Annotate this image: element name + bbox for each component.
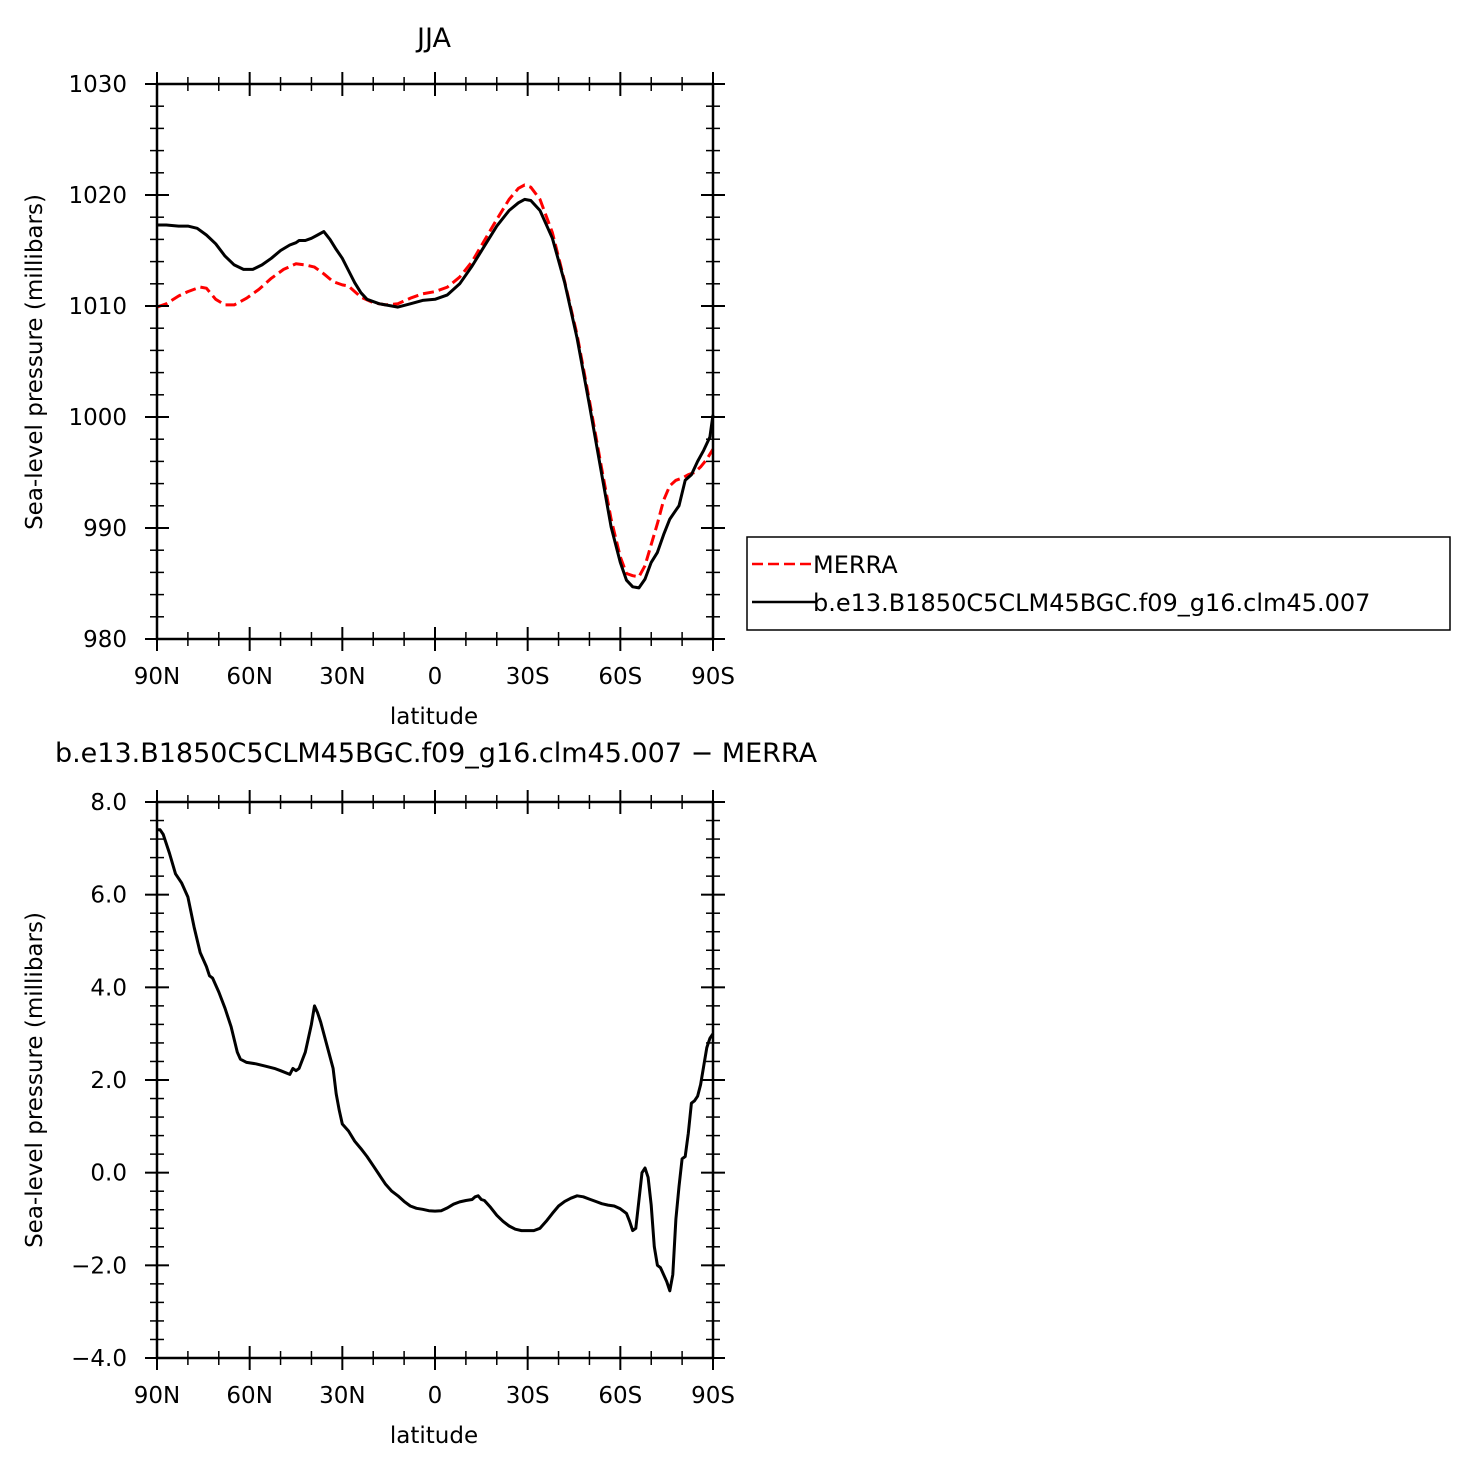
top-series-line-1: [157, 197, 715, 590]
bottom-y-tick-label: 4.0: [90, 975, 127, 1001]
bottom-plot-title: b.e13.B1850C5CLM45BGC.f09_g16.clm45.007 …: [55, 738, 818, 769]
top-axis-ticks: 90N 60N 30N 0 30S 60S 90S 1030 1020 1010 1000 990 98…: [68, 72, 735, 690]
bottom-x-tick-label: 0: [428, 1383, 443, 1409]
bottom-x-tick-label: 30S: [506, 1383, 550, 1409]
bottom-y-tick-label: −2.0: [71, 1253, 127, 1279]
top-x-tick-label: 0: [428, 664, 443, 690]
legend-label-model: b.e13.B1850C5CLM45BGC.f09_g16.clm45.007: [813, 589, 1370, 617]
top-x-tick-label: 60N: [226, 664, 272, 690]
top-x-tick-label: 30S: [506, 664, 550, 690]
bottom-y-tick-label: 2.0: [90, 1068, 127, 1094]
legend-label-merra: MERRA: [813, 551, 898, 579]
bottom-panel: b.e13.B1850C5CLM45BGC.f09_g16.clm45.007 …: [22, 738, 818, 1449]
top-series-line-0: [156, 183, 715, 579]
bottom-series-group: [157, 828, 715, 1293]
top-y-tick-label: 980: [83, 627, 127, 653]
bottom-x-tick-label: 60S: [598, 1383, 642, 1409]
top-series-group: [156, 183, 715, 590]
legend-box: [746, 536, 1451, 631]
top-y-tick-label: 1020: [68, 183, 127, 209]
bottom-y-tick-label: −4.0: [71, 1346, 127, 1372]
top-y-tick-label: 1000: [68, 405, 127, 431]
top-panel: JJA 90N 60N 30N 0 30S 60S 90S10301020101010009…: [22, 23, 735, 730]
bottom-x-tick-label: 90N: [134, 1383, 180, 1409]
bottom-series-line-0: [157, 828, 715, 1293]
bottom-y-axis-title: Sea-level pressure (millibars): [22, 912, 48, 1248]
top-x-tick-label: 60S: [598, 664, 642, 690]
bottom-x-tick-label: 30N: [319, 1383, 365, 1409]
legend: MERRA b.e13.B1850C5CLM45BGC.f09_g16.clm4…: [746, 536, 1451, 631]
bottom-axis-ticks: 90N 60N 30N 0 30S 60S 90S 8.0 6.0 4.0 2.0 0.0 −2.0 −4…: [71, 790, 735, 1409]
top-x-axis-title: latitude: [390, 704, 478, 730]
bottom-x-axis-title: latitude: [390, 1423, 478, 1449]
bottom-y-tick-label: 6.0: [90, 883, 127, 909]
top-y-tick-label: 990: [83, 516, 127, 542]
bottom-x-tick-label: 60N: [226, 1383, 272, 1409]
top-x-tick-label: 90S: [691, 664, 735, 690]
bottom-y-tick-label: 0.0: [90, 1161, 127, 1187]
bottom-y-tick-label: 8.0: [90, 790, 127, 816]
top-y-tick-label: 1030: [68, 72, 127, 98]
top-x-tick-label: 90N: [134, 664, 180, 690]
top-y-tick-label: 1010: [68, 294, 127, 320]
bottom-x-tick-label: 90S: [691, 1383, 735, 1409]
top-y-axis-title: Sea-level pressure (millibars): [22, 194, 48, 530]
top-x-tick-label: 30N: [319, 664, 365, 690]
top-plot-title: JJA: [415, 23, 451, 54]
